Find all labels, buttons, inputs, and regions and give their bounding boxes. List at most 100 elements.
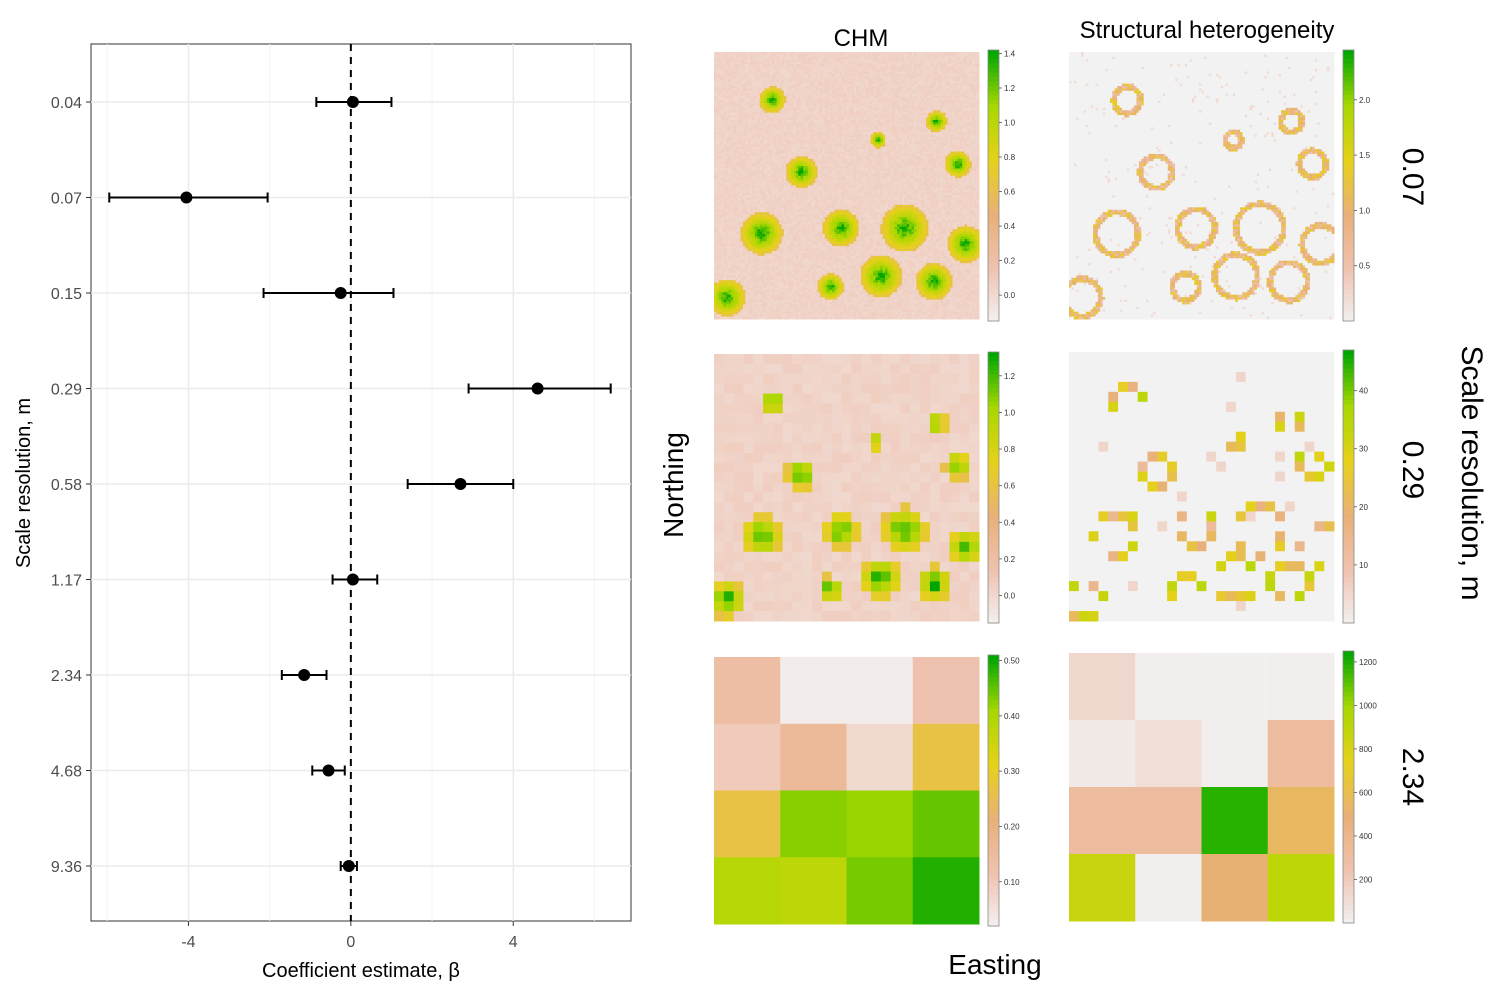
raster-cell [803,71,807,75]
raster-cell [957,54,961,58]
raster-cell [942,52,946,55]
raster-cell [950,52,953,55]
raster-cell [846,81,850,85]
raster-cell [880,61,884,65]
raster-cell [745,88,749,92]
raster-cell [875,73,879,77]
raster-cell [942,61,946,65]
raster-cell [841,76,845,80]
raster-cell [764,56,768,60]
raster-cell [718,68,722,72]
raster-cell [824,68,828,72]
raster-cell [947,52,951,55]
raster-cell [870,59,874,63]
coefficient-mark-0.04 [315,96,393,108]
raster-cell [856,83,860,87]
raster-cell [962,76,966,80]
raster-cell [906,81,910,85]
raster-cell [805,54,809,58]
raster-cell [962,66,966,70]
raster-cell [750,90,754,94]
raster-cell [906,54,910,58]
raster-cell [839,73,843,77]
raster-cell [899,66,903,70]
raster-cell [733,68,737,72]
raster-cell [935,71,939,75]
raster-cell [945,56,949,60]
raster-cell [909,78,913,82]
raster-cell [921,88,925,92]
estimate-point [531,382,544,395]
raster-cell [723,52,727,55]
raster-cell [745,71,749,75]
raster-cell [959,81,963,85]
raster-cell [923,83,927,87]
raster-cell [714,85,717,89]
raster-cell [757,81,761,85]
raster-cell [752,59,756,63]
raster-cell [740,88,744,92]
raster-cell [877,68,881,72]
raster-cell [829,56,833,60]
raster-cell [771,66,775,70]
raster-cell [759,83,763,87]
raster-maps: 1.41.21.00.80.60.40.20.02.01.51.00.51.21… [714,49,1377,927]
raster-cell [909,88,913,92]
raster-cell [906,56,910,60]
raster-cell [800,66,804,70]
raster-cell [942,66,946,70]
raster-cell [966,73,970,77]
raster-cell [926,76,929,80]
raster-cell [966,54,970,58]
raster-cell [803,90,807,94]
raster-cell [812,73,816,77]
raster-cell [877,59,881,63]
raster-cell [769,52,773,55]
raster-cell [807,68,811,72]
raster-cell [764,64,768,68]
raster-cell [803,73,807,77]
raster-cell [805,59,809,63]
raster-cell [863,54,867,58]
raster-cell [882,85,886,89]
raster-cell [868,68,872,72]
raster-cell [791,61,794,65]
raster-cell [767,54,770,58]
raster-cell [930,81,934,85]
raster-cell [781,68,785,72]
raster-cell [788,59,792,63]
raster-cell [856,78,860,82]
raster-cell [742,76,746,80]
raster-cell [942,83,946,87]
raster-cell [858,56,862,60]
raster-cell [889,78,893,82]
raster-cell [721,52,725,55]
raster-cell [863,68,867,72]
raster-cell [728,56,732,60]
raster-cell [805,56,809,60]
raster-cell [844,83,847,87]
raster-cell [764,52,768,55]
raster-cell [716,64,720,68]
raster-cell [803,54,807,58]
raster-cell [873,52,876,55]
estimate-point [334,287,347,299]
raster-cell [786,71,790,75]
raster-cell [976,64,980,68]
raster-cell [779,81,782,85]
raster-cell [762,66,766,70]
raster-cell [935,78,939,82]
raster-cell [844,61,847,65]
raster-cell [880,76,884,80]
raster-cell [759,76,763,80]
raster-cell [851,54,855,58]
raster-cell [817,88,821,92]
raster-cell [882,81,886,85]
raster-cell [846,52,850,55]
raster-cell [952,61,956,65]
raster-cell [918,71,922,75]
raster-cell [745,54,749,58]
raster-cell [798,81,802,85]
raster-cell [928,76,932,80]
raster-cell [757,56,761,60]
